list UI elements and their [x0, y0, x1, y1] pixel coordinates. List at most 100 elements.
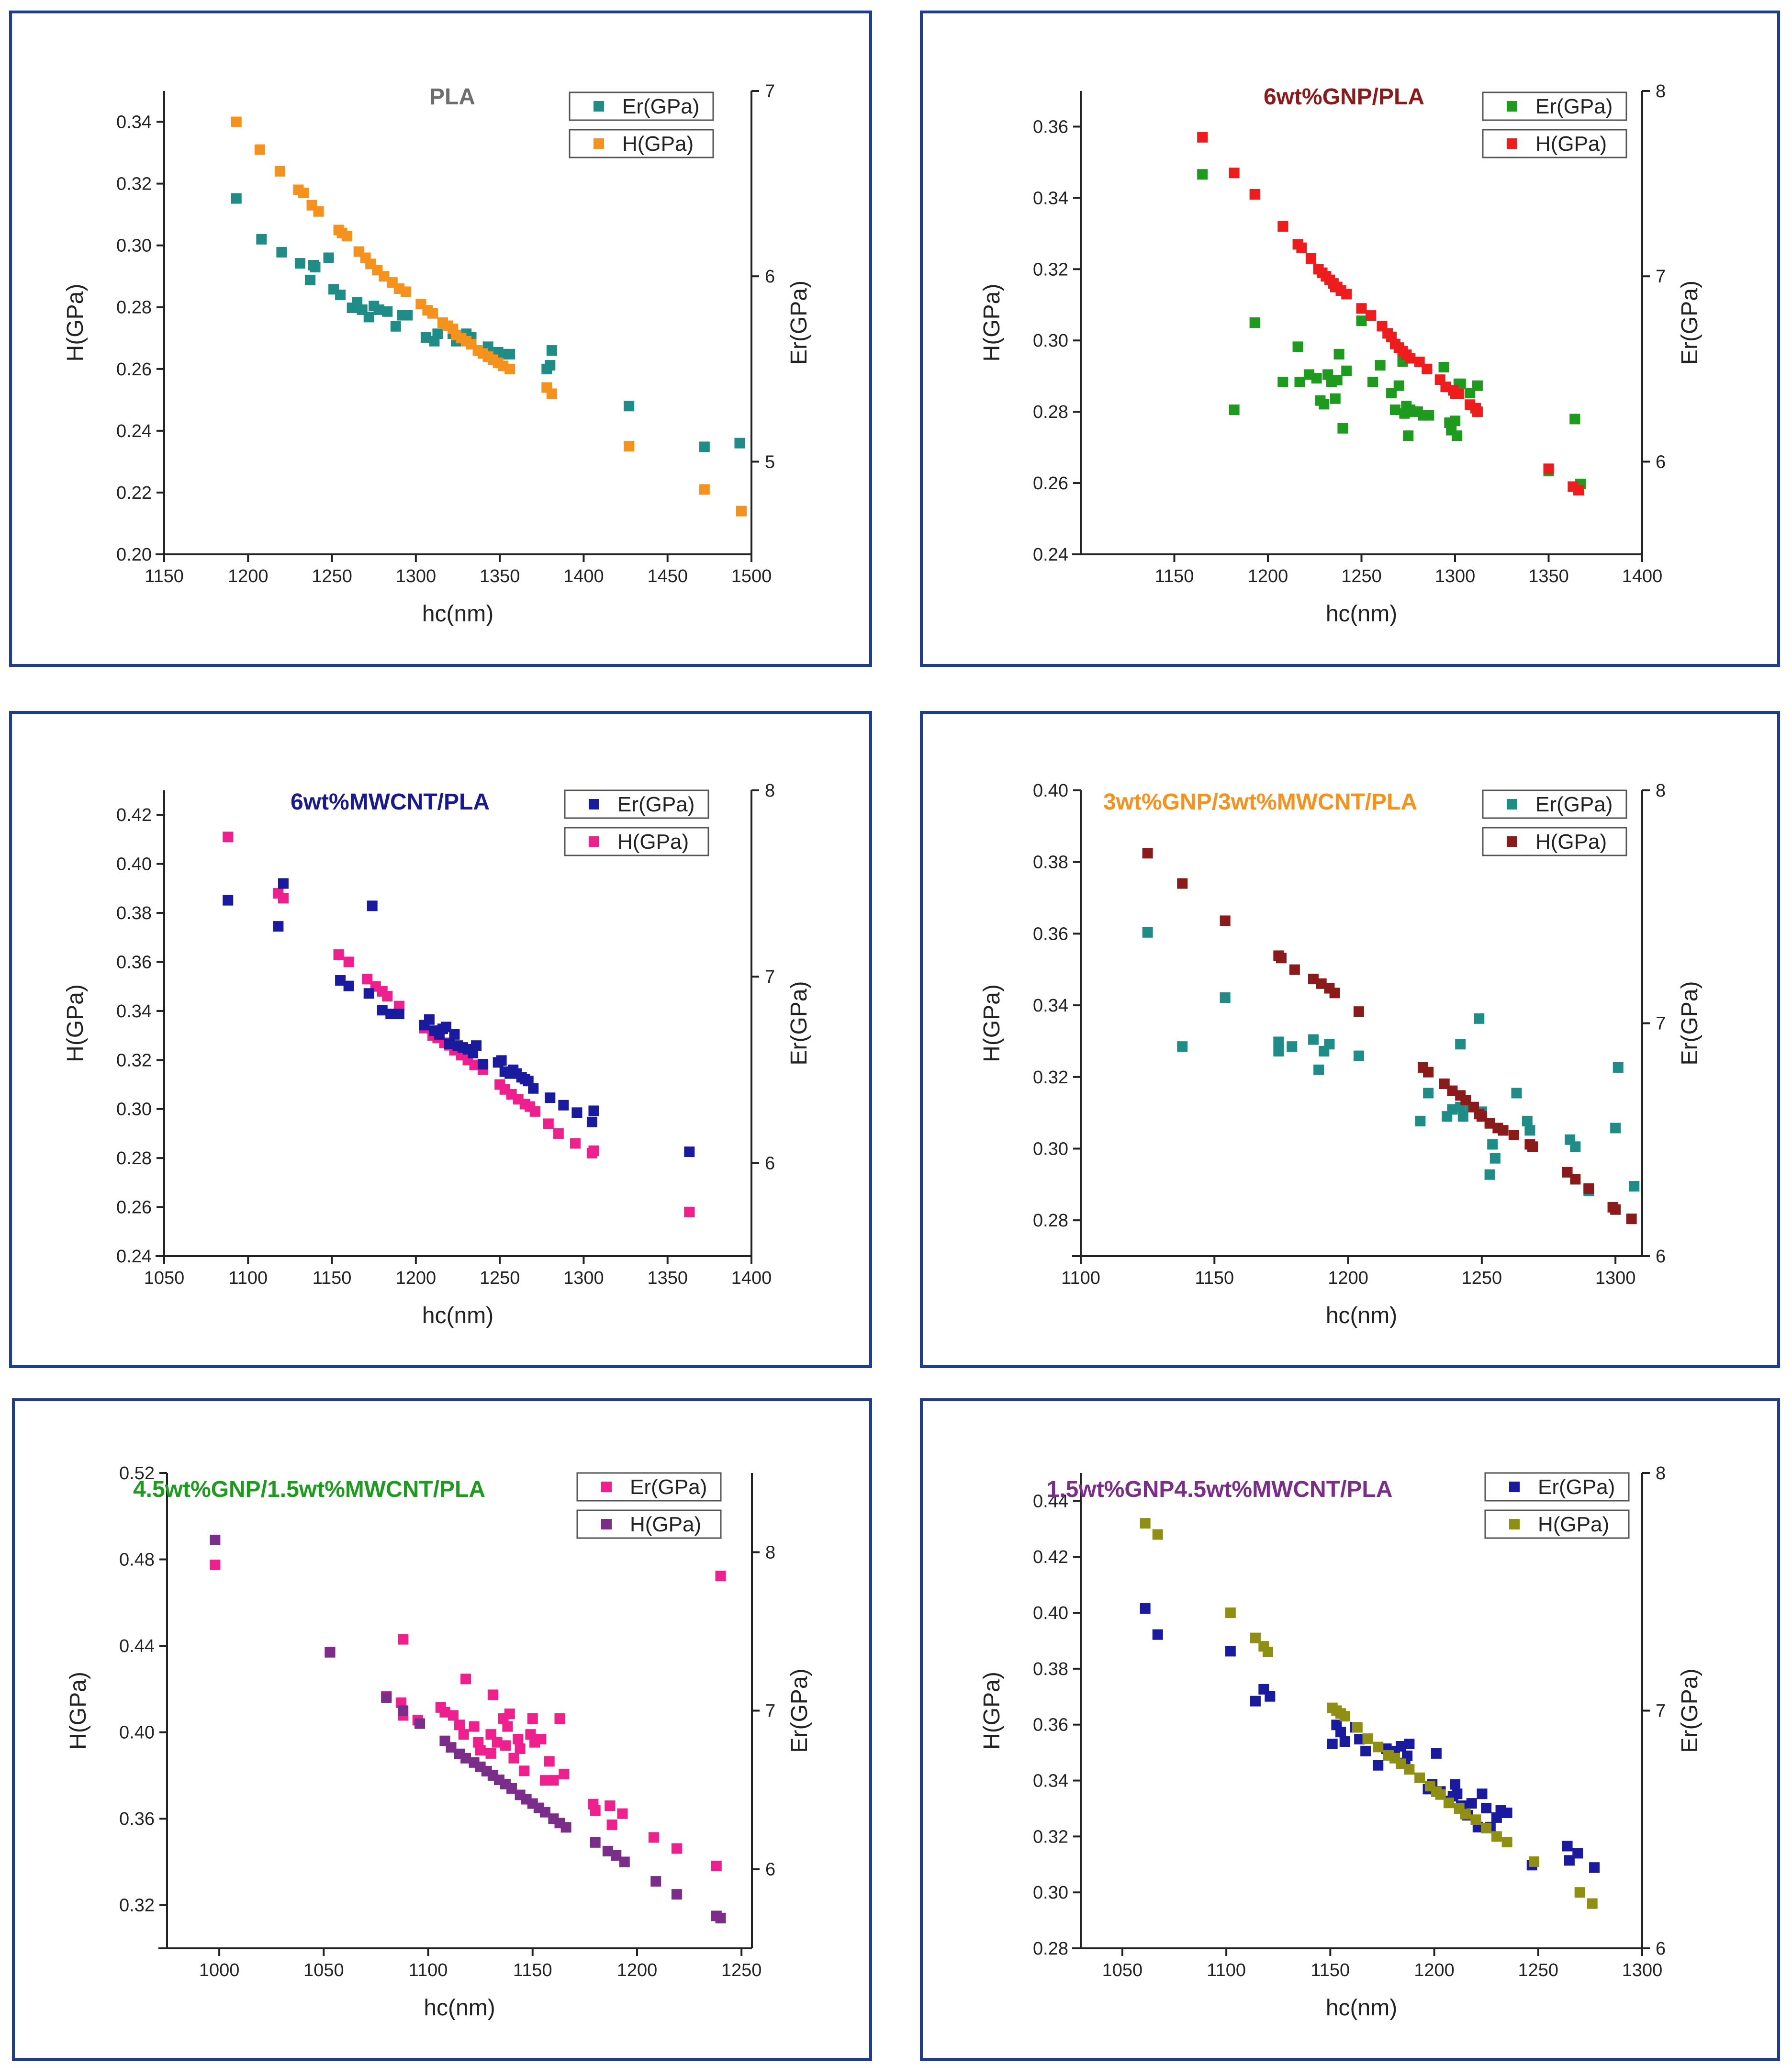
data-point — [513, 1734, 524, 1745]
data-point — [471, 1040, 482, 1051]
data-point — [545, 360, 556, 371]
data-point — [382, 306, 393, 317]
y-tick-label: 0.36 — [116, 952, 152, 972]
data-point — [1360, 1745, 1371, 1756]
data-point — [502, 1721, 513, 1732]
data-point — [1472, 380, 1483, 391]
chart-svg-4: 1000 1050 1100 1150 1200 1250 0.32 0.36 0.40 0.44… — [66, 1463, 812, 2021]
data-point — [1277, 376, 1288, 387]
data-point — [1324, 1039, 1335, 1050]
y-tick-label: 0.32 — [1033, 259, 1068, 280]
x-axis-label: hc(nm) — [1326, 1995, 1397, 2021]
data-point — [1460, 1095, 1471, 1106]
data-point — [492, 1737, 503, 1748]
data-point — [1543, 463, 1554, 474]
data-point — [699, 441, 710, 452]
data-point — [1311, 373, 1322, 384]
legend-label: Er(GPa) — [1538, 1475, 1615, 1499]
y-tick-label: 0.34 — [1033, 996, 1068, 1016]
data-point — [496, 1055, 507, 1066]
data-point — [1589, 1862, 1600, 1873]
legend-box — [576, 1472, 722, 1502]
data-point — [527, 1713, 538, 1724]
x-tick-label: 1100 — [1061, 1268, 1100, 1288]
data-point — [602, 1845, 613, 1856]
data-point — [1341, 289, 1352, 300]
data-point — [343, 980, 354, 991]
data-point — [1511, 1088, 1522, 1099]
data-point — [1308, 974, 1319, 985]
y2-axis-label: Er(GPa) — [1677, 1668, 1702, 1753]
y2-tick-label: 6 — [1656, 452, 1666, 472]
data-point — [444, 1038, 455, 1049]
x-tick-label: 1100 — [1207, 1960, 1246, 1980]
data-point — [1142, 848, 1153, 859]
data-point — [382, 991, 393, 1002]
y2-tick-label: 7 — [1656, 1701, 1666, 1721]
data-point — [1229, 404, 1240, 415]
data-point — [308, 259, 319, 270]
y-axis-label: H(GPa) — [63, 984, 88, 1062]
legend-marker — [1509, 1482, 1520, 1492]
y2-tick-label: 5 — [765, 452, 775, 472]
data-point — [539, 1807, 550, 1818]
data-point — [1265, 1691, 1276, 1702]
data-point — [1569, 414, 1580, 425]
data-point — [231, 116, 242, 127]
data-point — [711, 1860, 722, 1871]
data-point — [395, 1697, 406, 1708]
y-tick-label: 0.28 — [116, 1148, 152, 1169]
y2-tick-label: 8 — [1656, 1463, 1666, 1484]
data-point — [1487, 1139, 1498, 1150]
x-tick-label: 1200 — [228, 566, 269, 586]
data-point — [381, 1692, 392, 1703]
data-point — [1197, 169, 1208, 180]
chart-panel-mwcnt: 1050 1100 1150 1200 1250 1300 1350 1400 0.24 0.26… — [9, 711, 872, 1368]
data-point — [294, 258, 305, 269]
legend-marker — [594, 138, 604, 149]
chart-svg-3: 1100 1150 1200 1250 1300 0.28 0.30 0.32 0.34 0.36… — [979, 781, 1702, 1328]
data-point — [367, 900, 378, 911]
data-point — [1335, 1727, 1346, 1738]
data-point — [1522, 1115, 1533, 1126]
legend-marker — [601, 1482, 612, 1492]
data-point — [1572, 1848, 1583, 1859]
data-point — [1330, 393, 1341, 404]
x-tick-label: 1150 — [513, 1960, 552, 1980]
data-point — [1435, 1789, 1446, 1800]
y2-tick-label: 7 — [1656, 1014, 1666, 1034]
legend-marker — [1509, 1519, 1520, 1529]
data-point — [432, 328, 443, 339]
data-point — [671, 1889, 682, 1900]
data-point — [1319, 399, 1330, 410]
data-point — [1447, 1085, 1458, 1096]
y-tick-label: 0.42 — [1033, 1547, 1068, 1567]
data-point — [1450, 416, 1460, 427]
data-point — [335, 975, 346, 986]
data-point — [1152, 1529, 1163, 1540]
legend-label: Er(GPa) — [1535, 793, 1613, 816]
data-point — [1327, 1739, 1338, 1750]
data-point — [508, 1753, 519, 1764]
x-tick-label: 1050 — [144, 1268, 185, 1288]
y-tick-label: 0.36 — [119, 1809, 155, 1829]
data-point — [590, 1805, 601, 1816]
x-tick-label: 1050 — [303, 1960, 344, 1980]
data-point — [1481, 1803, 1492, 1814]
legend-marker — [1507, 799, 1517, 809]
data-point — [325, 1647, 336, 1658]
data-point — [1225, 1607, 1236, 1618]
x-tick-label: 1200 — [1414, 1960, 1455, 1980]
data-point — [1389, 404, 1400, 415]
data-point — [1353, 1006, 1364, 1017]
x-tick-label: 1300 — [1435, 566, 1476, 586]
data-point — [559, 1768, 570, 1779]
x-tick-label: 1350 — [1528, 566, 1569, 586]
data-point — [254, 144, 265, 155]
y-tick-label: 0.34 — [1033, 188, 1068, 208]
data-point — [1481, 1822, 1492, 1833]
data-point — [1152, 1629, 1163, 1640]
x-axis-label: hc(nm) — [1326, 1303, 1397, 1328]
data-point — [1484, 1118, 1495, 1129]
data-point — [1476, 1111, 1487, 1122]
